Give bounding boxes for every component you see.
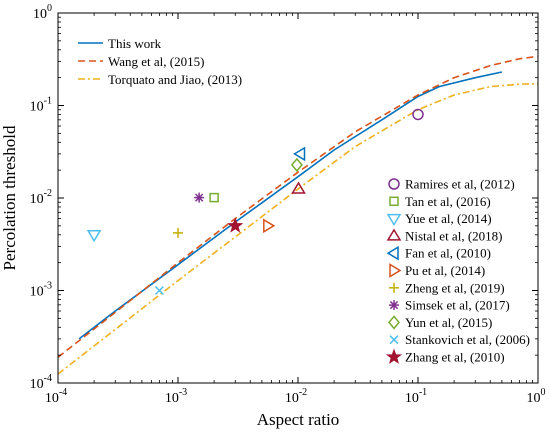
triangle-left-marker [386,245,399,261]
x-axis-label: Aspect ratio [257,410,340,429]
marker-legend-label-1: Ramires et al, (2012) [405,177,515,192]
marker-legend-label-9: Yun et al, (2015) [405,315,492,330]
data-point-6 [263,218,276,234]
marker-legend-swatch-10 [389,335,399,345]
y-axis-label: Percolation threshold [0,125,19,270]
x-tick-label-3: 10-2 [285,387,307,406]
diamond-marker [290,157,303,173]
marker-legend-swatch-8 [389,300,399,311]
marker-legend-swatch-3 [386,213,402,227]
data-point-5 [293,146,306,162]
line-legend-label-3: Torquato and Jiao, (2013) [108,72,242,87]
data-points [86,108,424,296]
circle-marker [412,108,424,121]
x-marker-b [389,335,399,345]
marker-legend-swatch-7 [389,282,399,293]
triangle-up-marker [386,228,402,241]
marker-legend-label-3: Yue et al, (2014) [405,211,492,226]
y-tick-label-2: 10-3 [30,281,52,300]
diamond-marker [388,315,400,330]
line-legend-label-2: Wang et al, (2015) [108,54,204,69]
data-point-4 [291,181,306,194]
y-tick-label-1: 10-4 [30,373,52,392]
marker-legend-swatch-5 [386,245,399,261]
x-tick-label-5: 100 [527,387,546,406]
x-marker-b [154,285,164,296]
triangle-right-marker [263,218,276,234]
line-legend: This work Wang et al, (2015) Torquato and … [78,36,242,87]
triangle-down-marker [86,230,102,243]
circle-marker [388,178,400,190]
series-line-3 [57,82,539,375]
triangle-right-marker [389,263,402,278]
marker-legend-label-8: Simsek et al, (2017) [405,298,510,313]
marker-legend-swatch-1 [388,178,400,190]
marker-legend-label-7: Zheng et al, (2019) [405,280,505,295]
data-point-8 [194,192,205,203]
square-marker [209,192,219,203]
x-tick-label-2: 10-3 [165,387,187,406]
marker-legend-swatch-6 [389,263,402,278]
star-marker [385,348,403,364]
marker-legend-label-11: Zhang et al, (2010) [405,350,505,365]
marker-legend-swatch-11 [385,348,403,364]
line-legend-label-1: This work [108,36,162,51]
triangle-down-marker [386,213,402,227]
marker-legend-label-4: Nistal et al, (2018) [405,228,502,243]
square-marker [389,196,399,207]
plot-background [58,13,538,383]
asterisk-marker-d2 [195,193,204,202]
y-tick-label-4: 10-1 [30,96,52,115]
marker-legend-label-6: Pu et al, (2014) [405,263,485,278]
y-tick-label-5: 100 [33,3,52,22]
x-tick-label-4: 10-1 [405,387,427,406]
marker-legend-label-10: Stankovich et al, (2006) [405,332,530,347]
star-marker [227,217,244,233]
data-point-1 [412,108,424,121]
tick-labels: 10-4 10-3 10-2 10-1 100 10-4 10-3 10-2 10-1 100 [30,3,546,406]
data-point-9 [290,157,303,173]
marker-legend-swatch-4 [386,228,402,241]
triangle-left-marker [293,146,306,162]
data-point-2 [209,192,219,203]
data-point-11 [227,217,244,233]
data-point-7 [173,227,183,238]
marker-legend-swatch-2 [389,196,399,207]
data-point-3 [86,230,102,243]
data-point-10 [154,285,164,296]
marker-legend-label-2: Tan et al, (2016) [405,194,491,209]
marker-legend: Ramires et al, (2012) Tan et al, (2016) Yu… [385,177,530,365]
axes [57,12,539,384]
series-line-2 [57,55,539,358]
triangle-up-marker [291,181,306,194]
plot-area [58,13,538,383]
series-lines [57,55,539,375]
marker-legend-label-5: Fan et al, (2010) [405,246,491,261]
asterisk-marker-d2 [389,300,399,310]
marker-legend-swatch-9 [388,315,400,330]
y-tick-label-3: 10-2 [30,188,52,207]
x-tick-label-1: 10-4 [45,387,67,406]
